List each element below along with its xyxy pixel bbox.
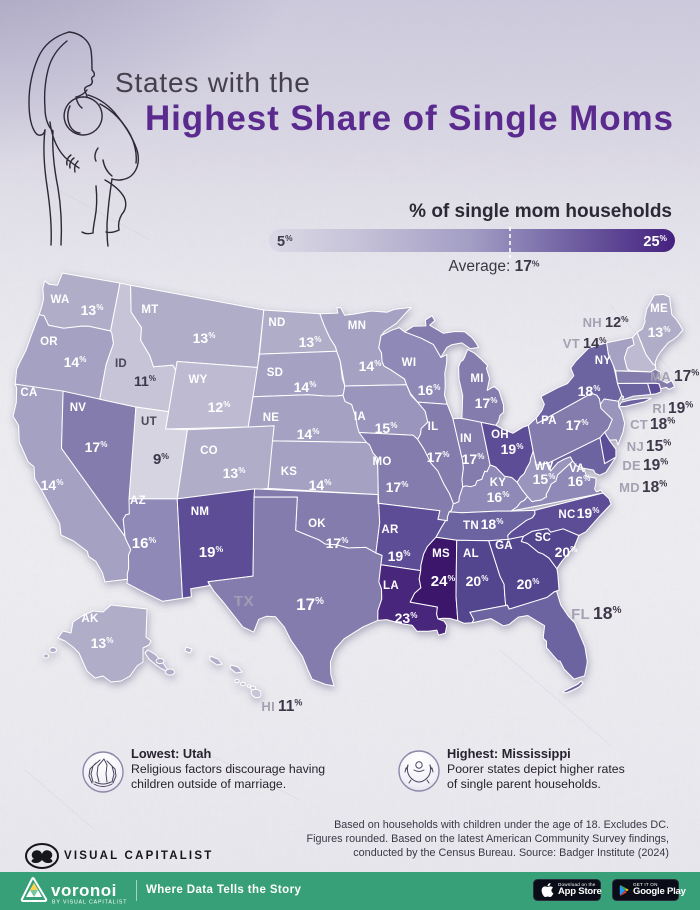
- svg-text:DE: DE: [622, 458, 641, 473]
- svg-text:LA: LA: [383, 580, 399, 592]
- svg-text:BY VISUAL CAPITALIST: BY VISUAL CAPITALIST: [52, 900, 127, 906]
- svg-text:MO: MO: [372, 456, 391, 468]
- svg-text:CA: CA: [20, 387, 37, 399]
- svg-text:OR: OR: [40, 336, 58, 348]
- svg-text:MA: MA: [650, 369, 671, 384]
- svg-text:WA: WA: [50, 294, 69, 306]
- svg-text:SD: SD: [267, 367, 284, 379]
- svg-text:OK: OK: [308, 518, 326, 530]
- svg-text:NH: NH: [583, 315, 602, 330]
- svg-text:20%: 20%: [555, 544, 578, 560]
- svg-text:MS: MS: [432, 548, 450, 560]
- svg-text:CT: CT: [630, 417, 648, 432]
- svg-text:FL: FL: [571, 606, 590, 623]
- svg-text:18%: 18%: [642, 479, 667, 496]
- svg-text:NE: NE: [263, 412, 280, 424]
- svg-text:WY: WY: [188, 374, 207, 386]
- svg-text:AL: AL: [463, 548, 479, 560]
- svg-text:18%: 18%: [650, 416, 675, 433]
- svg-text:12%: 12%: [605, 314, 629, 331]
- svg-text:MD: MD: [619, 480, 640, 495]
- svg-text:11%: 11%: [278, 698, 302, 715]
- svg-text:PA: PA: [541, 415, 557, 427]
- svg-text:NM: NM: [191, 506, 210, 518]
- svg-text:18%: 18%: [593, 603, 621, 623]
- svg-text:17%: 17%: [674, 368, 699, 385]
- svg-text:UT: UT: [141, 416, 157, 428]
- svg-text:IL: IL: [428, 421, 439, 433]
- svg-text:NY: NY: [595, 355, 612, 367]
- svg-text:AK: AK: [81, 613, 99, 625]
- svg-text:VT: VT: [563, 336, 580, 351]
- svg-text:TN: TN: [463, 520, 479, 532]
- svg-text:SC: SC: [535, 532, 552, 544]
- svg-text:19%: 19%: [668, 400, 693, 417]
- svg-text:KS: KS: [281, 466, 298, 478]
- svg-text:NJ: NJ: [627, 439, 644, 454]
- svg-text:MI: MI: [470, 373, 483, 385]
- svg-text:GA: GA: [495, 540, 513, 552]
- svg-text:AZ: AZ: [130, 495, 146, 507]
- svg-text:Average: 17%: Average: 17%: [449, 258, 540, 275]
- svg-text:IN: IN: [460, 433, 472, 445]
- svg-text:OH: OH: [491, 429, 509, 441]
- svg-text:RI: RI: [652, 401, 666, 416]
- svg-text:HI: HI: [261, 699, 275, 714]
- svg-text:NV: NV: [70, 402, 87, 414]
- svg-text:WI: WI: [402, 357, 417, 369]
- svg-text:KY: KY: [490, 477, 507, 489]
- svg-text:TX: TX: [234, 593, 254, 610]
- svg-text:voronoi: voronoi: [51, 881, 117, 900]
- svg-text:15%: 15%: [646, 438, 671, 455]
- svg-text:ND: ND: [268, 317, 285, 329]
- svg-text:19%: 19%: [643, 457, 668, 474]
- svg-text:IA: IA: [354, 411, 366, 423]
- svg-text:MT: MT: [141, 304, 158, 316]
- svg-text:CO: CO: [200, 445, 218, 457]
- svg-text:WV: WV: [534, 461, 553, 473]
- svg-text:MN: MN: [348, 320, 367, 332]
- svg-text:AR: AR: [381, 524, 399, 536]
- svg-text:VA: VA: [569, 463, 585, 475]
- svg-text:ME: ME: [650, 303, 668, 315]
- svg-text:NC: NC: [558, 509, 575, 521]
- svg-text:ID: ID: [115, 358, 127, 370]
